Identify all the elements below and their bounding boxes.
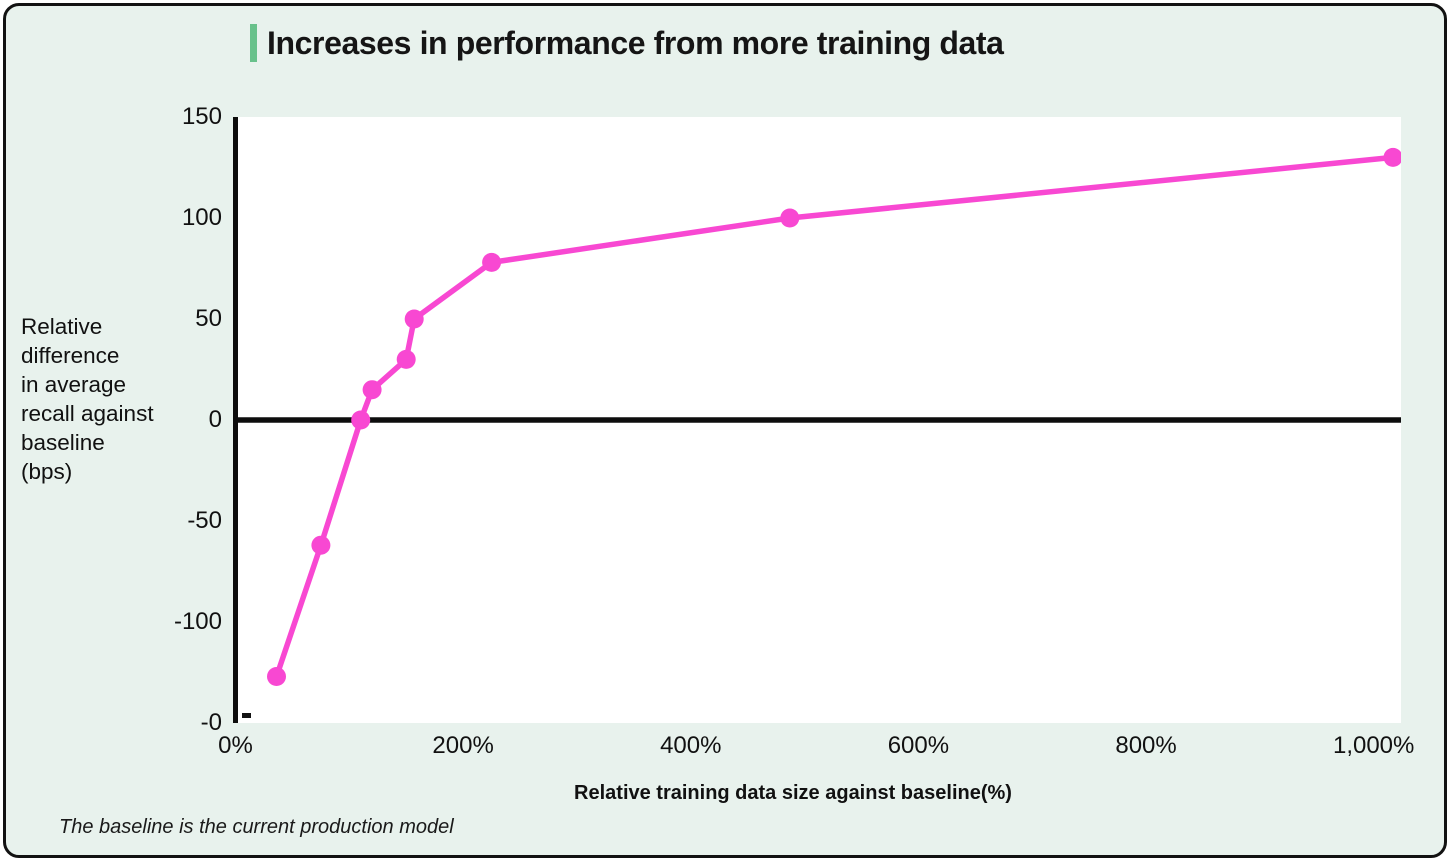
y-axis-label-line: difference [21,343,120,368]
y-tick-label: 100 [181,204,222,231]
y-tick-label: 150 [181,103,222,130]
x-tick-label: 600% [887,732,950,759]
y-axis-label-line: baseline [21,430,105,455]
x-tick-label: 1,000% [1332,732,1415,759]
data-point [311,535,331,555]
y-axis-label: Relative difference in average recall ag… [21,312,154,486]
x-axis-label: Relative training data size against base… [574,782,1012,804]
data-line [273,154,1394,678]
y-tick-label: 0 [208,406,222,433]
line-chart [233,117,1401,723]
data-point [780,208,800,228]
footnote: The baseline is the current production m… [59,816,454,838]
y-axis-label-line: recall against [21,401,154,426]
data-point [404,309,424,329]
data-point [362,380,382,400]
x-tick-label: 0% [218,732,253,759]
plot-area [233,117,1401,723]
y-axis-label-line: Relative [21,314,103,339]
x-tick-label: 200% [432,732,494,759]
y-tick-label: -0 [200,709,222,736]
data-point [396,349,416,369]
title-accent-bar [250,24,257,62]
title-row: Increases in performance from more train… [250,24,1004,62]
y-tick-label: 50 [195,305,222,332]
data-point [1383,147,1401,167]
axis-bottom-tick [242,713,251,718]
x-tick-label: 800% [1115,732,1177,759]
y-tick-label: -50 [187,507,222,534]
y-axis-label-line: in average [21,372,127,397]
data-point [482,252,502,272]
data-point [267,667,286,686]
chart-title: Increases in performance from more train… [267,24,1004,61]
y-tick-label: -100 [173,608,222,635]
data-point [351,410,371,430]
x-tick-label: 400% [660,732,722,759]
y-axis-label-line: (bps) [21,459,73,484]
